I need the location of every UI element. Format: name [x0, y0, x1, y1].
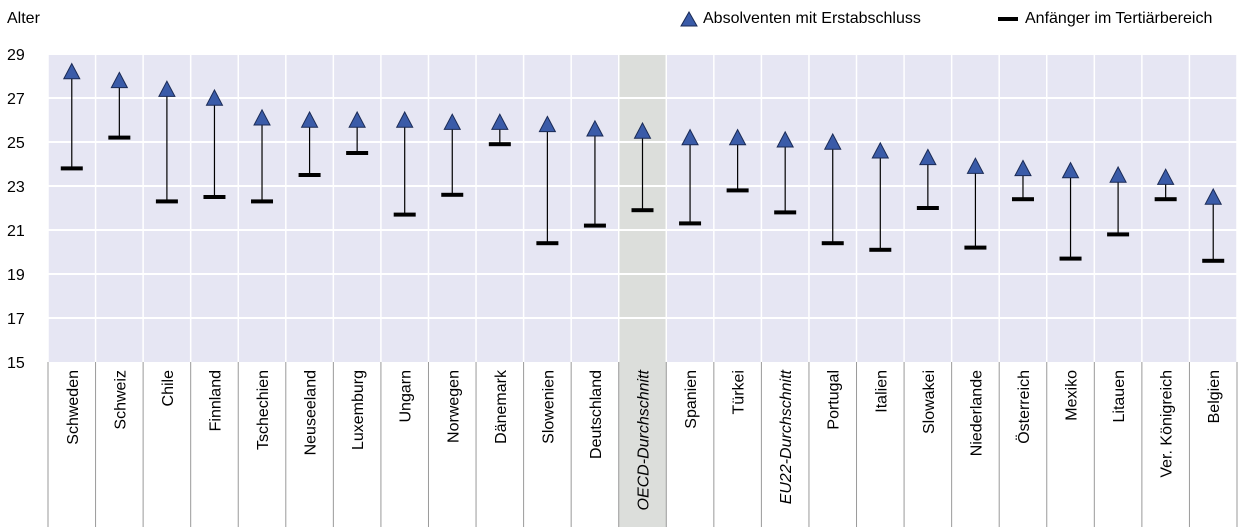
x-tick-label: EU22-Durchschnitt	[778, 369, 795, 504]
y-axis-title: Alter	[7, 10, 40, 27]
graduate-marker	[681, 128, 699, 146]
x-tick-label: Ver. Königreich	[1159, 370, 1176, 478]
x-tick-label: Chile	[160, 370, 177, 407]
x-tick-label: Mexiko	[1064, 370, 1081, 421]
graduate-marker	[1014, 159, 1032, 177]
graduate-marker	[823, 132, 842, 150]
graduate-marker	[1061, 161, 1080, 179]
entrant-marker	[155, 199, 178, 204]
graduate-marker	[1109, 165, 1127, 183]
y-tick-label: 27	[7, 91, 25, 108]
entrant-marker	[774, 210, 797, 215]
graduate-marker	[776, 130, 795, 148]
graduate-marker	[62, 62, 81, 80]
entrant-marker	[821, 241, 844, 246]
x-tick-label: Litauen	[1111, 370, 1128, 423]
entrant-marker	[536, 241, 559, 246]
graduate-marker	[443, 113, 462, 130]
entrant-marker	[488, 142, 511, 147]
x-tick-label: Österreich	[1015, 370, 1033, 444]
y-tick-label: 17	[7, 311, 25, 328]
graduate-marker	[490, 113, 509, 130]
graduate-marker	[395, 110, 414, 128]
graduate-marker	[586, 119, 604, 137]
legend-entrants: Anfänger im Tertiärbereich	[998, 10, 1212, 28]
y-tick-label: 25	[7, 135, 25, 152]
entrant-marker	[1011, 197, 1034, 202]
graduate-marker	[205, 88, 224, 106]
x-tick-label: Slowenien	[540, 370, 557, 444]
graduate-marker	[348, 110, 366, 128]
entrant-marker	[1202, 258, 1225, 263]
entrant-marker	[441, 192, 464, 197]
y-tick-label: 21	[7, 223, 25, 240]
graduate-marker	[728, 128, 747, 146]
x-tick-label: Schweiz	[112, 370, 129, 430]
y-tick-label: 19	[7, 267, 25, 284]
entrant-marker	[869, 247, 892, 252]
entrant-marker	[964, 245, 987, 250]
x-tick-label: Portugal	[826, 370, 843, 430]
legend-graduates-label: Absolventen mit Erstabschluss	[703, 10, 921, 27]
x-tick-label: Finnland	[207, 370, 224, 431]
entrant-marker	[1154, 197, 1177, 202]
x-tick-label: Niederlande	[968, 370, 985, 456]
graduate-marker	[1204, 187, 1223, 205]
x-tick-label: Dänemark	[493, 369, 510, 444]
x-tick-label: Norwegen	[445, 370, 462, 443]
y-tick-label: 23	[7, 179, 25, 196]
graduate-marker	[1156, 168, 1175, 185]
graduate-marker	[253, 108, 271, 126]
entrant-marker	[298, 173, 321, 177]
x-tick-label: Tschechien	[255, 370, 272, 450]
entrant-marker	[631, 208, 654, 213]
graduate-marker	[871, 141, 890, 159]
entrant-marker	[726, 188, 749, 193]
legend-graduates: Absolventen mit Erstabschluss	[680, 10, 921, 28]
entrant-marker	[1059, 256, 1082, 261]
entrant-marker	[1107, 232, 1130, 237]
legend-entrants-label: Anfänger im Tertiärbereich	[1025, 10, 1213, 27]
dash-icon	[998, 17, 1018, 21]
x-tick-label: Ungarn	[398, 370, 415, 422]
graduate-marker	[633, 121, 652, 139]
graduate-marker	[300, 110, 319, 128]
entrant-marker	[60, 166, 83, 171]
x-tick-label: Italien	[873, 370, 890, 413]
x-tick-label: Belgien	[1206, 370, 1223, 423]
y-tick-label: 29	[7, 47, 25, 64]
entrant-marker	[203, 195, 226, 199]
entrant-marker	[251, 199, 274, 204]
x-tick-label: Türkei	[731, 370, 748, 414]
entrant-marker	[108, 135, 131, 140]
graduate-marker	[919, 148, 937, 166]
x-tick-label: Slowakei	[921, 370, 938, 434]
x-tick-label: Spanien	[683, 370, 700, 429]
entrant-marker	[583, 223, 606, 228]
entrant-marker	[679, 221, 702, 226]
entrant-marker	[346, 151, 369, 155]
graduate-marker	[538, 115, 557, 133]
graduate-marker	[110, 71, 129, 89]
graduate-marker	[966, 157, 985, 174]
triangle-icon	[680, 11, 698, 27]
x-tick-label: Deutschland	[588, 370, 605, 459]
y-tick-label: 15	[7, 355, 25, 372]
entrant-marker	[393, 212, 416, 217]
graduate-marker	[158, 80, 176, 97]
x-tick-label: Neuseeland	[303, 370, 320, 455]
x-tick-label: Luxemburg	[350, 370, 367, 450]
x-tick-label: OECD-Durchschnitt	[636, 369, 653, 510]
entrant-marker	[916, 206, 939, 210]
x-tick-label: Schweden	[65, 370, 82, 445]
